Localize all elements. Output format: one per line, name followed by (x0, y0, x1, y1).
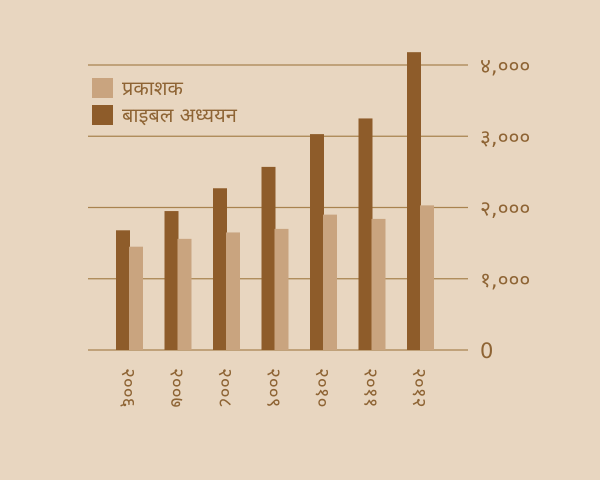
x-category-label: २००८ (214, 368, 236, 408)
bar-publisher (274, 228, 289, 350)
bar-bible-study (213, 188, 227, 350)
bar-publisher (371, 218, 386, 350)
legend-swatch (92, 78, 113, 98)
y-axis-tick-labels: 0 १,००० २,००० ३,००० ४,००० (480, 54, 530, 363)
bar-publisher (177, 238, 192, 350)
bar-bible-study (358, 118, 373, 350)
gridlines (88, 64, 468, 351)
bar-publisher (226, 232, 240, 350)
legend-swatch (92, 105, 113, 125)
x-category-label: २०१२ (408, 368, 430, 408)
y-tick-label: २,००० (480, 197, 530, 221)
x-category-label: २००९ (263, 368, 285, 408)
y-tick-label: ४,००० (480, 54, 530, 78)
x-category-label: २००६ (117, 368, 139, 408)
bar-bible-study (310, 134, 324, 350)
bars (116, 52, 434, 351)
bar-publisher (420, 205, 434, 350)
bar-bible-study (164, 211, 179, 350)
bar-bible-study (116, 230, 130, 350)
bar-bible-study (407, 52, 421, 351)
legend: प्रकाशक बाइबल अध्ययन (92, 76, 238, 127)
x-category-label: २०११ (360, 368, 382, 408)
legend-label: बाइबल अध्ययन (122, 103, 238, 127)
y-tick-label: ३,००० (480, 125, 530, 149)
bar-publisher (323, 214, 337, 350)
x-category-label: २००७ (166, 368, 188, 408)
x-axis-category-labels: २००६ २००७ २००८ २००९ २०१० २०११ २०१२ (117, 368, 430, 408)
bar-publisher (129, 246, 143, 350)
y-tick-label: १,००० (480, 268, 530, 292)
legend-label: प्रकाशक (122, 76, 184, 100)
x-category-label: २०१० (311, 368, 333, 408)
bar-bible-study (261, 166, 276, 350)
y-tick-label: 0 (480, 339, 493, 363)
